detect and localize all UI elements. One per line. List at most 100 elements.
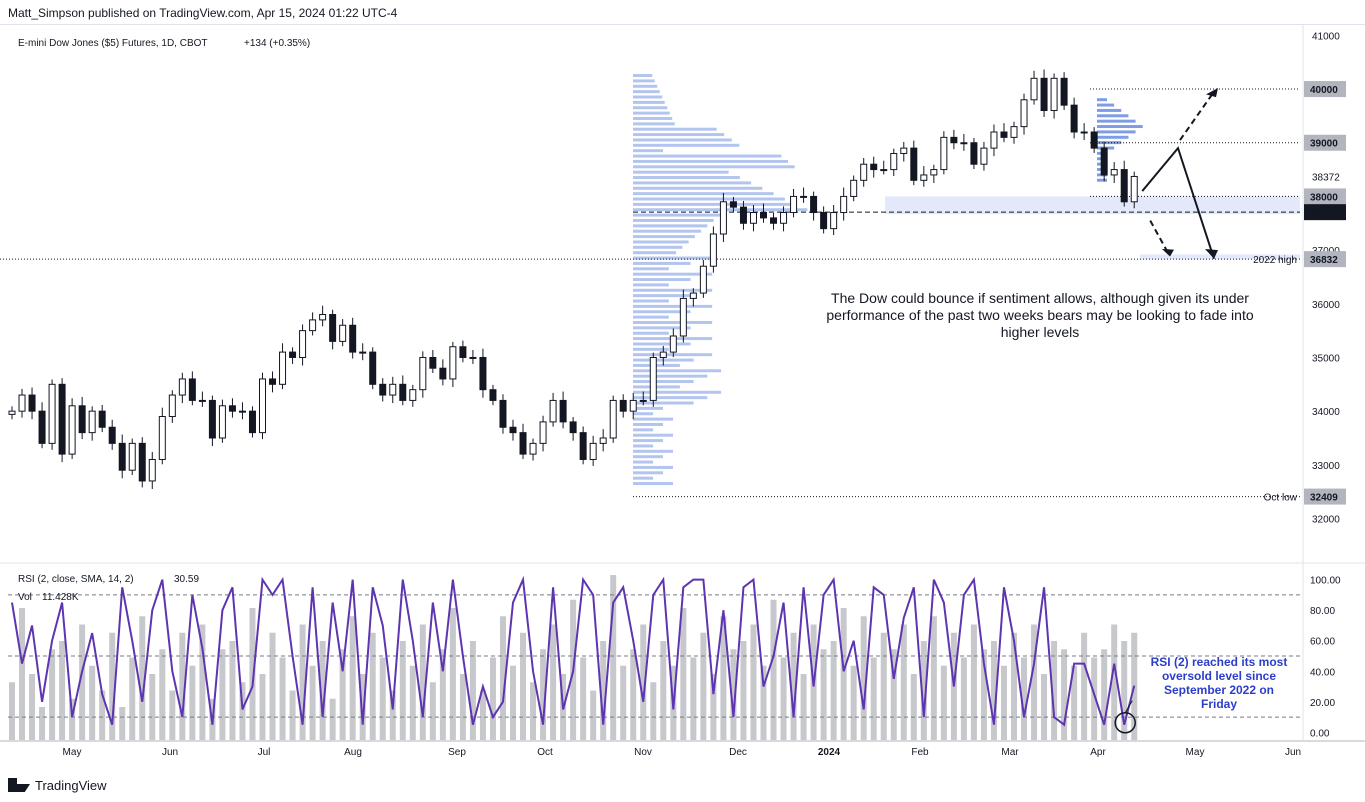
volume-bar xyxy=(149,674,156,740)
candle-up xyxy=(900,147,908,154)
volume-bar xyxy=(269,632,276,740)
candle-down xyxy=(1040,77,1048,112)
volume-profile-bar xyxy=(633,235,695,239)
candle-down xyxy=(188,378,196,401)
volume-profile-bar xyxy=(633,283,669,287)
candle-down xyxy=(399,383,407,401)
volume-bar xyxy=(279,657,286,740)
price-tick-label: 41000 xyxy=(1312,31,1340,42)
time-tick-label: Jun xyxy=(1285,747,1301,758)
volume-profile-bar-recent xyxy=(1097,125,1143,129)
rsi-tick-label: 100.00 xyxy=(1310,576,1341,587)
volume-bar xyxy=(520,632,527,740)
volume-bar xyxy=(1011,632,1017,740)
volume-value: 11.428K xyxy=(42,592,79,603)
candle-down xyxy=(729,201,737,208)
volume-profile-bar xyxy=(633,471,663,475)
volume-profile-bar xyxy=(633,154,782,158)
volume-bar xyxy=(1071,665,1078,740)
volume-bar xyxy=(409,665,416,740)
candle-down xyxy=(38,410,46,444)
candle-up xyxy=(990,131,998,149)
volume-bar xyxy=(590,690,597,740)
time-tick-label: Apr xyxy=(1090,747,1106,758)
candle-down xyxy=(1090,131,1098,149)
volume-profile-bar xyxy=(633,342,691,346)
volume-profile-bar-recent xyxy=(1097,119,1136,123)
volume-bar xyxy=(730,649,737,740)
candle-down xyxy=(208,399,216,439)
volume-bar xyxy=(129,657,136,740)
price-level-badge xyxy=(1304,251,1346,268)
candle-up xyxy=(359,351,367,354)
price-level-value: 32409 xyxy=(1310,493,1338,504)
publisher-header: Matt_Simpson published on TradingView.co… xyxy=(8,6,398,20)
volume-profile-bar xyxy=(633,149,663,153)
candle-up xyxy=(148,458,156,482)
candle-down xyxy=(439,367,447,380)
footer-brand-label: TradingView xyxy=(35,777,107,793)
time-tick-label: Jun xyxy=(162,747,178,758)
chart-frame[interactable] xyxy=(0,24,1365,771)
candle-up xyxy=(309,319,317,332)
volume-profile-bar-recent xyxy=(1097,108,1122,112)
volume-bar xyxy=(580,657,587,740)
price-tick-label: 33000 xyxy=(1312,461,1340,472)
volume-bar xyxy=(39,707,46,740)
candle-up xyxy=(48,383,56,444)
volume-bar xyxy=(920,641,927,740)
volume-bar xyxy=(1021,657,1028,740)
volume-bar xyxy=(690,657,697,740)
price-level-note: 2022 high xyxy=(1253,255,1297,266)
time-tick-label: Nov xyxy=(634,747,652,758)
volume-bar xyxy=(159,649,166,740)
volume-bar xyxy=(329,698,336,740)
volume-bar xyxy=(479,690,486,740)
candle-up xyxy=(780,212,788,224)
footer-brand[interactable]: TradingView xyxy=(8,776,107,794)
candle-down xyxy=(739,206,747,224)
rsi-tick-label: 60.00 xyxy=(1310,637,1335,648)
volume-profile-bar xyxy=(633,353,713,357)
time-tick-label: Feb xyxy=(911,747,929,758)
price-level-badge xyxy=(1304,188,1346,205)
price-level-badge xyxy=(1304,204,1346,221)
volume-profile-bar xyxy=(633,326,691,330)
volume-bar xyxy=(359,674,366,740)
candle-up xyxy=(669,335,677,353)
candle-down xyxy=(1070,104,1078,133)
candle-up xyxy=(279,351,287,385)
price-annotation: The Dow could bounce if sentiment allows… xyxy=(826,290,1254,340)
volume-profile-bar xyxy=(633,460,653,464)
time-tick-label: Aug xyxy=(344,747,362,758)
volume-bar xyxy=(29,674,36,740)
volume-bar xyxy=(700,632,707,740)
bullish-dashed-arrow xyxy=(1179,91,1215,141)
candle-up xyxy=(860,163,868,181)
volume-bar xyxy=(850,665,857,740)
volume-bar xyxy=(830,641,837,740)
volume-profile-bar xyxy=(633,422,663,426)
candle-down xyxy=(770,217,778,224)
volume-bar xyxy=(99,690,106,740)
volume-title: Vol xyxy=(18,592,32,603)
candle-down xyxy=(429,356,437,369)
candle-up xyxy=(449,346,457,380)
volume-bar xyxy=(530,682,537,740)
price-tick-label: 35000 xyxy=(1312,353,1340,364)
volume-bar xyxy=(740,641,747,740)
volume-profile-bar xyxy=(633,261,691,265)
volume-bar xyxy=(1000,665,1007,740)
volume-profile-bar xyxy=(633,455,663,459)
volume-bar xyxy=(720,616,727,740)
volume-bar xyxy=(229,641,236,740)
chart-title: E-mini Dow Jones ($5) Futures, 1D, CBOT xyxy=(18,38,208,49)
volume-bar xyxy=(870,657,877,740)
volume-bar xyxy=(1031,624,1038,740)
price-level-badge xyxy=(1304,81,1346,98)
volume-profile-bar xyxy=(633,267,669,271)
volume-profile-bar xyxy=(633,100,665,104)
current-price-label: 38372 xyxy=(1312,172,1340,183)
candle-up xyxy=(68,405,76,455)
